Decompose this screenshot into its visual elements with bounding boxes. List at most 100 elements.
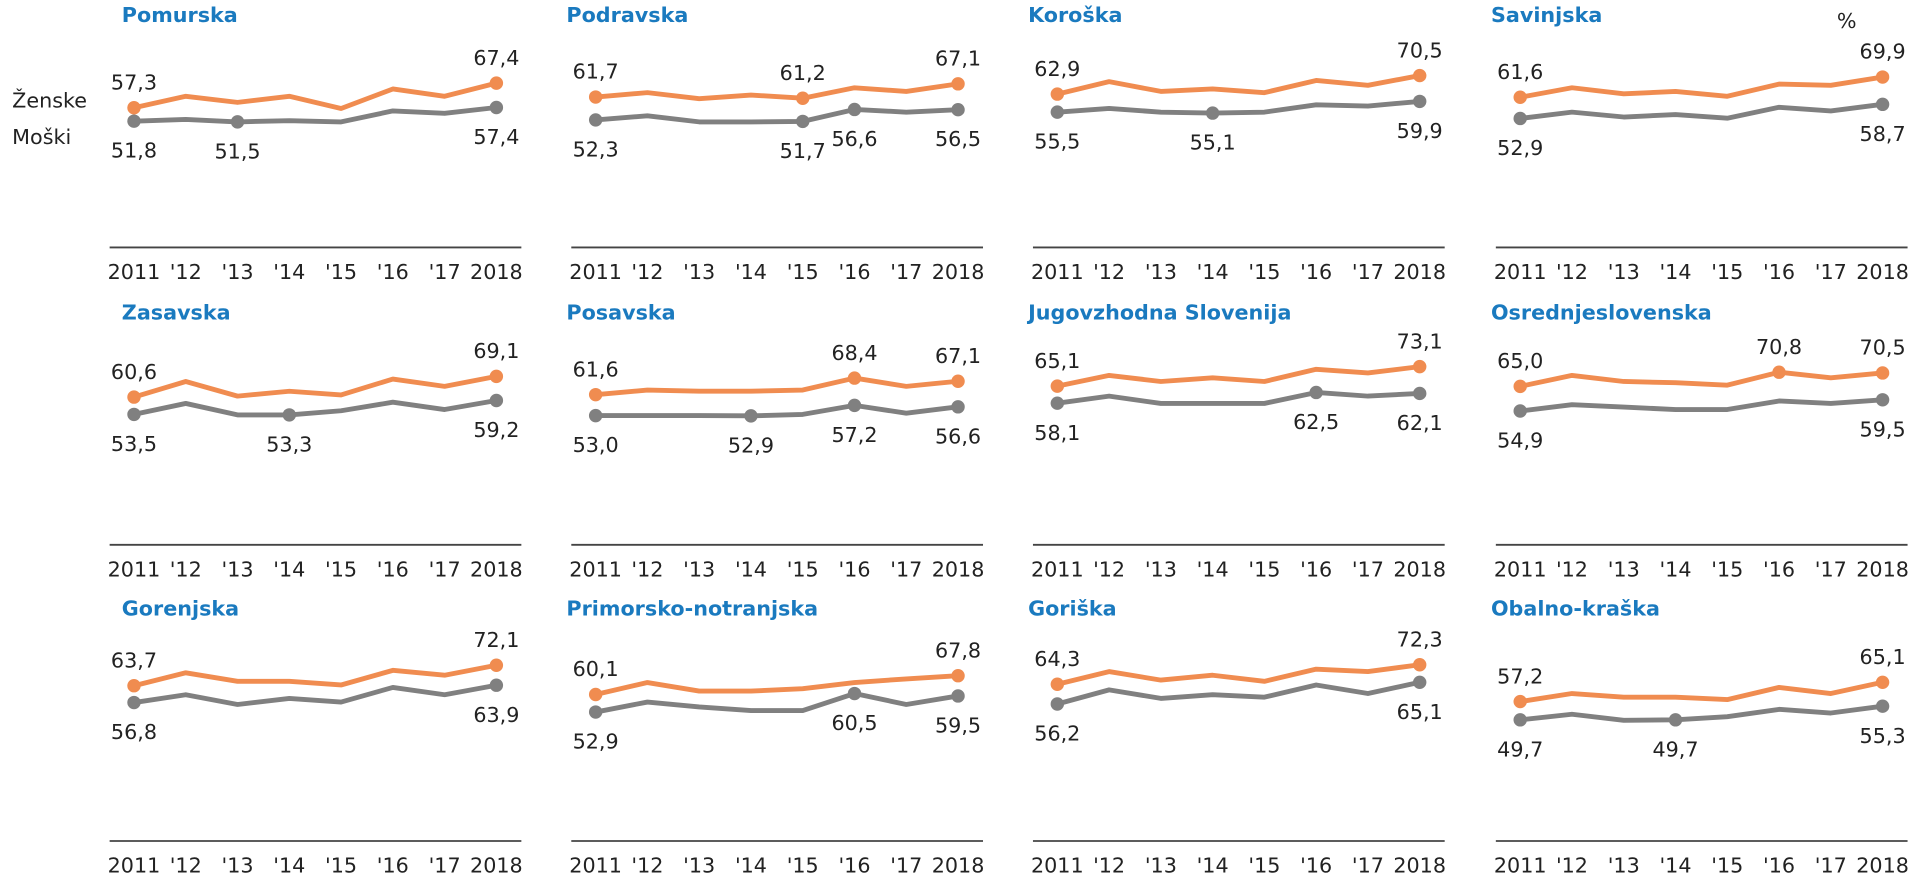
x-tick-label: '15 bbox=[325, 260, 357, 284]
x-tick-label: 2011 bbox=[108, 558, 161, 582]
x-tick-label: '13 bbox=[222, 260, 254, 284]
data-label: 55,1 bbox=[1190, 131, 1236, 155]
panel-title: Pomurska bbox=[122, 3, 238, 27]
x-tick-label: '17 bbox=[890, 854, 922, 878]
x-tick-label: '12 bbox=[1093, 558, 1125, 582]
point bbox=[1513, 90, 1527, 104]
series-line bbox=[595, 375, 959, 398]
data-label: 56,8 bbox=[111, 720, 157, 744]
x-tick-label: 2011 bbox=[569, 558, 622, 582]
point bbox=[1050, 87, 1065, 101]
series-line bbox=[133, 373, 497, 400]
data-label: 67,4 bbox=[473, 46, 519, 70]
data-label: 56,6 bbox=[831, 127, 877, 151]
x-tick-label: '16 bbox=[838, 854, 870, 878]
point bbox=[127, 390, 141, 404]
data-label: 56,6 bbox=[935, 424, 981, 448]
x-tick-label: '12 bbox=[170, 854, 202, 878]
x-tick-label: '17 bbox=[429, 854, 461, 878]
data-label: 70,8 bbox=[1756, 335, 1802, 359]
x-tick-label: '14 bbox=[273, 854, 305, 878]
point bbox=[1875, 70, 1890, 84]
x-tick-label: '12 bbox=[631, 558, 663, 582]
data-label: 67,8 bbox=[935, 638, 981, 662]
data-label: 60,5 bbox=[831, 711, 877, 735]
data-label: 61,2 bbox=[780, 61, 826, 85]
panel-title: Podravska bbox=[566, 3, 688, 27]
data-label: 51,5 bbox=[214, 139, 260, 163]
x-tick-label: '16 bbox=[1763, 260, 1795, 284]
point bbox=[588, 687, 603, 702]
x-tick-label: 2018 bbox=[1856, 260, 1909, 284]
x-tick-label: '13 bbox=[1608, 854, 1640, 878]
panel-title: Goriška bbox=[1028, 597, 1117, 621]
point bbox=[951, 102, 965, 117]
series-line bbox=[595, 691, 959, 715]
data-label: 56,2 bbox=[1034, 722, 1080, 746]
x-tick-label: 2018 bbox=[932, 558, 985, 582]
x-tick-label: '17 bbox=[1815, 260, 1847, 284]
point bbox=[588, 387, 603, 402]
point bbox=[1413, 359, 1427, 374]
x-tick-label: '13 bbox=[222, 558, 254, 582]
point bbox=[1875, 366, 1890, 380]
x-tick-label: '14 bbox=[735, 260, 767, 284]
point bbox=[489, 393, 504, 408]
x-tick-label: '16 bbox=[1300, 854, 1332, 878]
x-tick-label: 2018 bbox=[470, 260, 523, 284]
x-tick-label: '14 bbox=[1197, 854, 1229, 878]
point bbox=[1050, 379, 1065, 393]
x-tick-label: '13 bbox=[1145, 854, 1177, 878]
data-label: 70,5 bbox=[1860, 336, 1906, 360]
point bbox=[951, 374, 965, 388]
x-tick-label: '12 bbox=[170, 558, 202, 582]
point bbox=[1413, 68, 1427, 83]
data-label: 57,4 bbox=[473, 125, 519, 149]
point bbox=[127, 679, 141, 693]
x-tick-label: '16 bbox=[838, 558, 870, 582]
panel-title: Jugovzhodna Slovenija bbox=[1026, 300, 1291, 324]
point bbox=[282, 408, 297, 422]
x-tick-label: 2018 bbox=[932, 854, 985, 878]
x-tick-label: '13 bbox=[1145, 260, 1177, 284]
data-label: 57,3 bbox=[111, 70, 157, 94]
x-tick-label: 2018 bbox=[1856, 558, 1909, 582]
data-label: 62,9 bbox=[1034, 57, 1080, 81]
x-tick-label: 2018 bbox=[1393, 558, 1446, 582]
point bbox=[1513, 404, 1527, 418]
point bbox=[127, 101, 141, 115]
series-line bbox=[1056, 364, 1421, 389]
x-tick-label: '15 bbox=[325, 854, 357, 878]
x-tick-label: '14 bbox=[1197, 260, 1229, 284]
data-label: 58,7 bbox=[1860, 122, 1906, 146]
panel-title: Zasavska bbox=[122, 300, 231, 324]
point bbox=[1513, 694, 1527, 709]
x-tick-label: '16 bbox=[1763, 558, 1795, 582]
panel-title: Savinjska bbox=[1491, 3, 1602, 27]
x-tick-label: '14 bbox=[735, 854, 767, 878]
x-tick-label: '16 bbox=[1763, 854, 1795, 878]
point bbox=[1413, 94, 1427, 109]
data-label: 53,0 bbox=[573, 433, 619, 457]
series-line bbox=[595, 107, 959, 125]
point bbox=[796, 114, 810, 129]
data-label: 53,5 bbox=[111, 432, 157, 456]
x-tick-label: '12 bbox=[1556, 558, 1588, 582]
x-tick-label: '15 bbox=[1248, 558, 1280, 582]
data-label: 52,9 bbox=[573, 730, 619, 754]
x-tick-label: '16 bbox=[1300, 558, 1332, 582]
x-tick-label: '12 bbox=[1556, 854, 1588, 878]
series-line bbox=[1056, 662, 1421, 687]
point bbox=[1513, 111, 1527, 126]
x-tick-label: '13 bbox=[683, 260, 715, 284]
point bbox=[847, 686, 862, 701]
panel-title: Osrednjeslovenska bbox=[1491, 300, 1712, 324]
data-label: 64,3 bbox=[1034, 647, 1080, 671]
data-label: 62,5 bbox=[1293, 410, 1339, 434]
x-tick-label: 2011 bbox=[108, 854, 161, 878]
point bbox=[951, 689, 965, 703]
x-tick-label: '16 bbox=[838, 260, 870, 284]
point bbox=[1875, 97, 1890, 112]
point bbox=[588, 408, 603, 423]
